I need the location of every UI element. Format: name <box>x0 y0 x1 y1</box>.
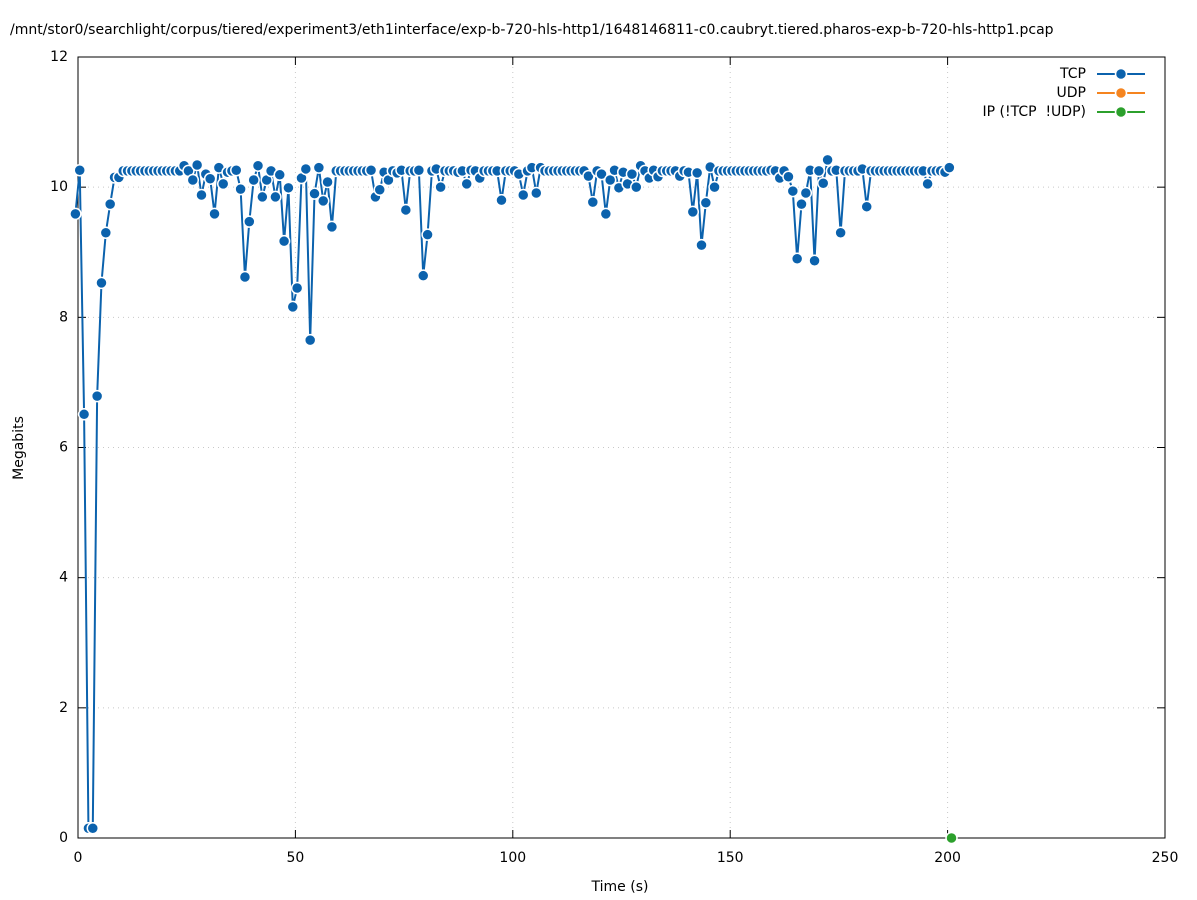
data-point <box>290 281 304 295</box>
data-point <box>699 196 713 210</box>
y-tick-label: 4 <box>59 570 68 586</box>
data-point <box>190 158 204 172</box>
plot-border <box>77 56 1166 839</box>
data-point <box>943 161 956 174</box>
data-point <box>77 408 91 421</box>
data-point <box>816 177 830 190</box>
y-tick-label: 8 <box>59 309 68 325</box>
data-point <box>73 163 86 177</box>
x-tick-label: 0 <box>74 850 83 866</box>
data-point <box>312 161 326 174</box>
y-tick-label: 0 <box>59 830 68 846</box>
data-point <box>308 187 321 200</box>
data-point <box>230 163 243 177</box>
data-point <box>460 177 473 191</box>
data-point <box>799 186 813 200</box>
y-axis-label: Megabits <box>11 416 27 480</box>
data-point <box>216 177 230 191</box>
data-point <box>195 188 208 202</box>
y-tick-label: 12 <box>50 49 68 65</box>
x-tick-label: 100 <box>499 850 526 866</box>
data-point <box>421 228 434 241</box>
data-point <box>834 226 847 239</box>
x-tick-label: 200 <box>934 850 961 866</box>
data-point <box>416 269 430 282</box>
data-point <box>234 182 247 196</box>
data-point <box>516 188 530 202</box>
data-point <box>808 254 821 267</box>
data-point <box>325 220 339 234</box>
data-point <box>364 163 378 177</box>
x-tick-label: 250 <box>1152 850 1179 866</box>
data-point <box>595 167 608 181</box>
data-point <box>99 226 113 239</box>
data-point <box>203 172 217 185</box>
data-point <box>303 333 317 347</box>
data-point <box>299 162 313 176</box>
data-point <box>812 164 826 178</box>
data-point <box>247 173 260 187</box>
data-point <box>186 173 200 187</box>
data-point <box>90 389 104 403</box>
y-tick-label: 6 <box>59 440 68 456</box>
data-point <box>434 180 447 194</box>
data-point <box>708 180 721 194</box>
data-point <box>251 159 265 172</box>
y-tick-label: 2 <box>59 700 68 716</box>
legend-marker <box>1114 86 1128 100</box>
data-point <box>790 252 804 266</box>
data-point <box>599 207 613 221</box>
x-tick-label: 50 <box>286 850 304 866</box>
data-point <box>69 207 82 221</box>
data-point <box>316 194 330 208</box>
y-tick-label: 10 <box>50 179 68 195</box>
data-point <box>95 276 108 290</box>
data-point <box>282 181 295 195</box>
data-point <box>786 184 800 198</box>
data-point <box>795 197 808 211</box>
data-point <box>921 177 934 191</box>
data-point <box>821 153 834 167</box>
chart-title: /mnt/stor0/searchlight/corpus/tiered/exp… <box>10 22 1054 38</box>
data-point <box>399 203 413 217</box>
data-point <box>286 300 300 314</box>
data-point <box>269 190 282 204</box>
data-point <box>860 200 873 213</box>
data-point <box>695 238 708 252</box>
data-point <box>412 163 426 177</box>
data-point <box>256 190 269 204</box>
legend-label: UDP <box>1057 85 1086 101</box>
data-point <box>273 168 286 182</box>
x-axis-label: Time (s) <box>591 879 649 895</box>
data-point <box>373 183 387 197</box>
data-point <box>321 175 334 189</box>
data-point <box>238 270 252 284</box>
data-point <box>686 205 700 219</box>
data-point <box>103 197 117 211</box>
data-point <box>586 195 600 209</box>
x-tick-label: 150 <box>717 850 744 866</box>
data-point <box>690 166 704 180</box>
data-point <box>530 186 543 200</box>
data-point <box>625 167 639 181</box>
data-point <box>86 821 100 835</box>
legend-marker <box>1114 105 1128 119</box>
legend-marker <box>1114 67 1128 81</box>
data-point <box>243 215 256 228</box>
data-point <box>782 170 795 184</box>
data-point <box>208 207 221 221</box>
legend-label: IP (!TCP !UDP) <box>983 104 1087 120</box>
legend-label: TCP <box>1059 66 1086 82</box>
data-point <box>945 831 958 845</box>
data-point <box>277 234 291 248</box>
data-point <box>630 180 643 194</box>
data-point <box>495 193 508 207</box>
